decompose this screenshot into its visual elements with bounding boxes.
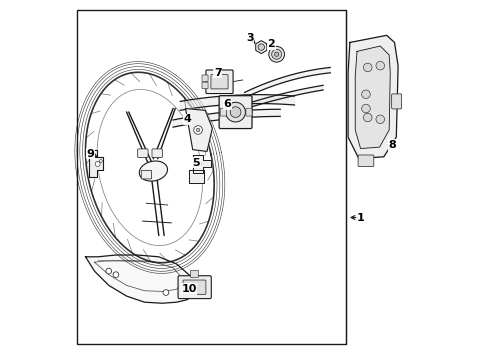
FancyBboxPatch shape [202, 75, 207, 81]
Circle shape [271, 49, 281, 59]
Polygon shape [89, 150, 103, 177]
Circle shape [106, 268, 111, 274]
Circle shape [113, 272, 119, 278]
FancyBboxPatch shape [205, 70, 233, 94]
FancyBboxPatch shape [245, 108, 251, 116]
Circle shape [95, 161, 100, 166]
Circle shape [193, 126, 202, 134]
Text: 8: 8 [388, 140, 396, 150]
FancyBboxPatch shape [391, 94, 401, 109]
Circle shape [196, 128, 200, 132]
FancyBboxPatch shape [138, 149, 148, 157]
Polygon shape [255, 41, 266, 54]
Ellipse shape [139, 161, 167, 181]
Circle shape [188, 287, 192, 292]
Circle shape [195, 161, 201, 167]
Text: 3: 3 [245, 33, 253, 43]
Polygon shape [173, 109, 280, 127]
Ellipse shape [225, 102, 245, 122]
Text: 9: 9 [86, 149, 94, 158]
FancyBboxPatch shape [178, 276, 211, 298]
FancyBboxPatch shape [190, 270, 198, 278]
Text: 2: 2 [267, 39, 275, 49]
Circle shape [363, 113, 371, 122]
Text: 6: 6 [223, 99, 231, 109]
Polygon shape [180, 95, 294, 111]
Circle shape [163, 290, 168, 296]
Ellipse shape [230, 107, 241, 117]
Circle shape [375, 115, 384, 123]
Circle shape [258, 44, 264, 50]
Circle shape [361, 104, 369, 113]
FancyBboxPatch shape [357, 155, 373, 166]
FancyBboxPatch shape [210, 75, 227, 89]
Polygon shape [185, 109, 212, 152]
FancyBboxPatch shape [141, 170, 151, 179]
Circle shape [268, 46, 284, 62]
Circle shape [361, 90, 369, 99]
FancyBboxPatch shape [220, 108, 226, 116]
Circle shape [99, 159, 102, 162]
Text: 10: 10 [181, 284, 196, 294]
Circle shape [363, 63, 371, 72]
Polygon shape [347, 35, 397, 158]
Text: 4: 4 [183, 114, 191, 124]
FancyBboxPatch shape [152, 149, 162, 157]
Text: 5: 5 [192, 158, 200, 168]
Polygon shape [244, 67, 329, 98]
FancyBboxPatch shape [219, 96, 251, 129]
FancyBboxPatch shape [202, 82, 207, 89]
Circle shape [375, 62, 384, 70]
Bar [77, 10, 346, 344]
Circle shape [274, 52, 278, 57]
Polygon shape [192, 155, 210, 173]
Polygon shape [237, 85, 323, 111]
Polygon shape [354, 46, 389, 149]
Text: 7: 7 [213, 68, 221, 78]
Text: 1: 1 [356, 212, 364, 222]
Polygon shape [85, 255, 194, 303]
FancyBboxPatch shape [183, 280, 205, 294]
Polygon shape [189, 170, 203, 183]
